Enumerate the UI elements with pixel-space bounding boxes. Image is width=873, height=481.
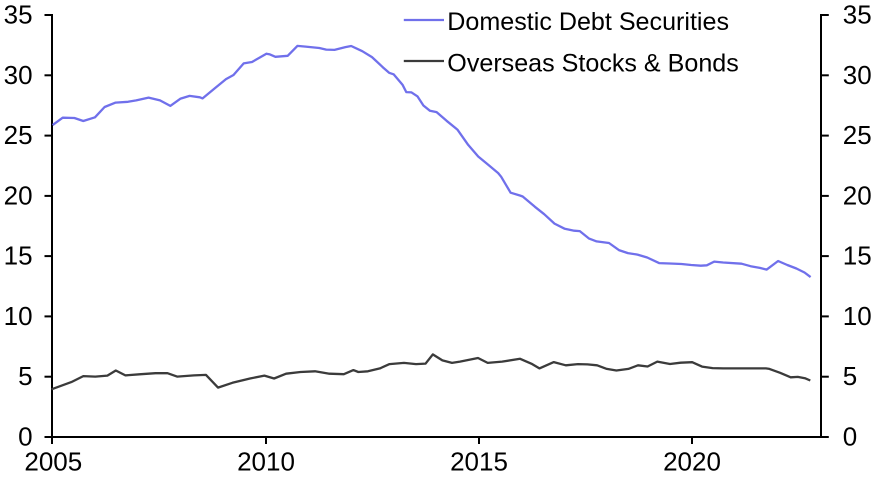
- svg-text:2020: 2020: [663, 447, 721, 477]
- svg-text:0: 0: [18, 422, 32, 452]
- svg-text:5: 5: [18, 361, 32, 391]
- svg-text:5: 5: [843, 361, 857, 391]
- svg-text:35: 35: [843, 0, 872, 30]
- svg-text:20: 20: [843, 180, 872, 210]
- svg-text:35: 35: [4, 0, 33, 30]
- svg-text:10: 10: [843, 301, 872, 331]
- svg-text:15: 15: [843, 241, 872, 271]
- svg-text:10: 10: [4, 301, 33, 331]
- svg-text:30: 30: [4, 60, 33, 90]
- svg-text:25: 25: [4, 120, 33, 150]
- svg-text:20: 20: [4, 180, 33, 210]
- svg-text:0: 0: [843, 422, 857, 452]
- svg-text:25: 25: [843, 120, 872, 150]
- svg-text:Domestic Debt Securities: Domestic Debt Securities: [447, 8, 729, 36]
- svg-text:2005: 2005: [24, 447, 82, 477]
- svg-text:Overseas Stocks & Bonds: Overseas Stocks & Bonds: [447, 49, 739, 77]
- svg-text:2010: 2010: [237, 447, 295, 477]
- svg-text:2015: 2015: [450, 447, 508, 477]
- svg-text:15: 15: [4, 241, 33, 271]
- svg-text:30: 30: [843, 60, 872, 90]
